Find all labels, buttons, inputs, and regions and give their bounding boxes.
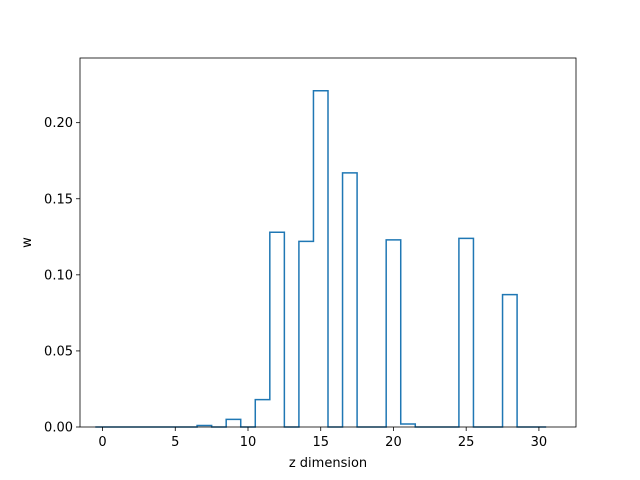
axes-frame <box>79 57 577 428</box>
histogram-bin-9 <box>226 419 241 427</box>
y-axis-ticks: 0.00 0.05 0.10 0.15 0.20 <box>44 116 80 436</box>
histogram-bin-11 <box>255 400 270 427</box>
y-tick-label: 0.20 <box>44 116 73 131</box>
x-tick-label: 20 <box>385 435 402 450</box>
histogram-bin-25 <box>459 238 474 427</box>
y-tick-label: 0.05 <box>44 344 73 359</box>
histogram-bin-12 <box>270 232 285 427</box>
histogram-step-line <box>95 89 547 428</box>
x-tick-label: 5 <box>171 435 179 450</box>
x-tick-label: 0 <box>98 435 106 450</box>
x-tick-label: 15 <box>312 435 329 450</box>
y-tick-label: 0.15 <box>44 192 73 207</box>
histogram-bin-15 <box>313 91 328 427</box>
y-axis-label: w <box>20 237 35 248</box>
x-axis-ticks: 0 5 10 15 20 25 30 <box>98 427 547 450</box>
plot-area <box>95 89 547 428</box>
x-tick-label: 25 <box>458 435 475 450</box>
histogram-bin-17 <box>343 173 358 427</box>
y-tick-label: 0.10 <box>44 268 73 283</box>
x-axis-label: z dimension <box>289 456 367 471</box>
x-tick-label: 30 <box>531 435 548 450</box>
histogram-bin-14 <box>299 241 314 427</box>
x-tick-label: 10 <box>240 435 257 450</box>
histogram-bin-20 <box>386 240 401 427</box>
y-tick-label: 0.00 <box>44 421 73 436</box>
histogram-bin-28 <box>503 295 518 427</box>
